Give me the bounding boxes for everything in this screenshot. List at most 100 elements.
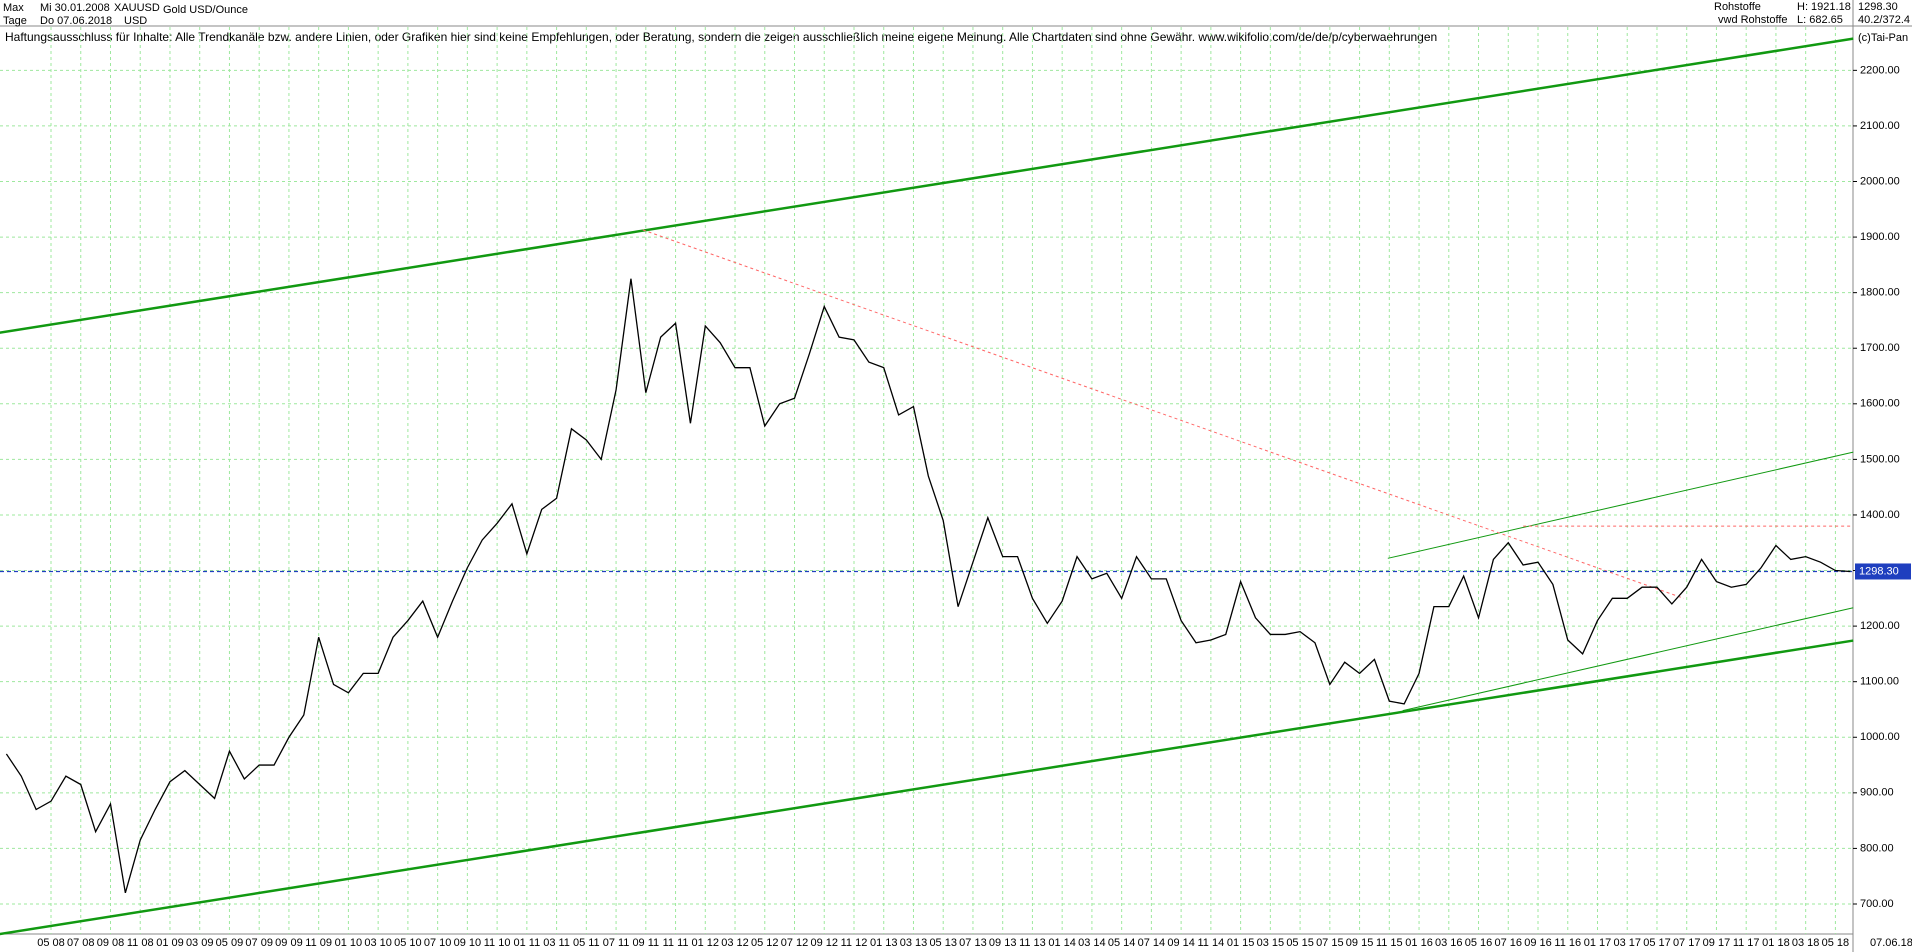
price-line xyxy=(5,278,1851,894)
x-end-label: 07.06.18 xyxy=(1870,937,1912,949)
x-tick-label: 07 12 xyxy=(781,937,809,949)
x-tick-label: 09 09 xyxy=(275,937,303,949)
x-tick-label: 01 12 xyxy=(692,937,720,949)
x-tick-label: 03 10 xyxy=(364,937,392,949)
y-tick-label: 700.00 xyxy=(1860,898,1894,910)
x-tick-label: 11 15 xyxy=(1376,937,1403,949)
x-tick-label: 07 17 xyxy=(1673,937,1701,949)
x-tick-label: 03 15 xyxy=(1257,937,1285,949)
x-tick-label: 05 09 xyxy=(216,937,244,949)
x-tick-label: 03 12 xyxy=(721,937,749,949)
x-tick-label: 05 11 xyxy=(573,937,600,949)
x-tick-label: 01 13 xyxy=(870,937,898,949)
y-tick-label: 1800.00 xyxy=(1860,287,1900,299)
y-tick-label: 1100.00 xyxy=(1860,676,1899,688)
x-tick-label: 03 16 xyxy=(1435,937,1463,949)
x-tick-label: 01 11 xyxy=(513,937,540,949)
x-tick-label: 09 11 xyxy=(632,937,659,949)
x-tick-label: 11 17 xyxy=(1733,937,1760,949)
x-tick-label: 05 15 xyxy=(1286,937,1314,949)
x-tick-label: 11 12 xyxy=(841,937,868,949)
x-tick-label: 09 16 xyxy=(1524,937,1552,949)
x-tick-label: 09 13 xyxy=(989,937,1017,949)
x-tick-label: 05 10 xyxy=(394,937,422,949)
x-tick-label: 07 10 xyxy=(424,937,452,949)
trendline xyxy=(642,229,1684,599)
x-tick-label: 03 11 xyxy=(543,937,570,949)
x-tick-label: 09 14 xyxy=(1167,937,1195,949)
trendline xyxy=(0,639,1854,936)
y-tick-label: 2200.00 xyxy=(1860,64,1900,76)
last-price-label: 1298.30 xyxy=(1859,565,1899,577)
x-tick-label: 07 08 xyxy=(67,937,95,949)
x-tick-label: 01 17 xyxy=(1584,937,1612,949)
x-tick-label: 11 16 xyxy=(1554,937,1581,949)
y-tick-label: 1500.00 xyxy=(1860,453,1900,465)
low: L: 682.65 xyxy=(1797,14,1843,26)
x-tick-label: 11 11 xyxy=(663,937,689,949)
disclaimer: Haftungsausschluss für Inhalte: Alle Tre… xyxy=(5,30,1437,44)
x-tick-label: 11 13 xyxy=(1019,937,1046,949)
copyright: (c)Tai-Pan xyxy=(1858,32,1908,44)
x-tick-label: 09 08 xyxy=(97,937,125,949)
ratio: 40.2/372.4 xyxy=(1858,14,1910,26)
trendline xyxy=(0,37,1854,334)
x-tick-label: 01 18 xyxy=(1762,937,1790,949)
x-tick-label: 01 15 xyxy=(1227,937,1255,949)
group: Rohstoffe xyxy=(1714,1,1761,13)
start-date: Mi 30.01.2008 xyxy=(40,2,110,14)
x-tick-label: 01 09 xyxy=(156,937,184,949)
y-tick-label: 1400.00 xyxy=(1860,509,1900,521)
last-price: 1298.30 xyxy=(1858,1,1898,13)
x-tick-label: 03 09 xyxy=(186,937,214,949)
x-tick-label: 03 14 xyxy=(1078,937,1106,949)
x-tick-label: 11 09 xyxy=(305,937,332,949)
symbol: XAUUSD xyxy=(114,2,160,14)
x-tick-label: 05 12 xyxy=(751,937,779,949)
trendline xyxy=(1387,451,1854,559)
x-tick-label: 09 17 xyxy=(1703,937,1731,949)
x-tick-label: 11 10 xyxy=(484,937,511,949)
y-tick-label: 1200.00 xyxy=(1860,620,1900,632)
x-tick-label: 03 17 xyxy=(1613,937,1641,949)
y-tick-label: 2100.00 xyxy=(1860,120,1900,132)
instrument-name: Gold USD/Ounce xyxy=(163,4,248,16)
end-date: Do 07.06.2018 xyxy=(40,15,112,27)
x-tick-label: 09 10 xyxy=(454,937,482,949)
range: Max xyxy=(3,2,24,14)
x-tick-label: 07 13 xyxy=(959,937,987,949)
x-tick-label: 05 16 xyxy=(1465,937,1493,949)
x-tick-label: 11 14 xyxy=(1198,937,1225,949)
y-tick-label: 1600.00 xyxy=(1860,398,1900,410)
y-tick-label: 2000.00 xyxy=(1860,175,1900,187)
x-tick-label: 05 18 xyxy=(1822,937,1850,949)
x-tick-label: 11 08 xyxy=(127,937,154,949)
y-tick-label: 1700.00 xyxy=(1860,342,1900,354)
x-tick-label: 07 09 xyxy=(245,937,273,949)
currency: USD xyxy=(124,15,147,27)
x-tick-label: 07 15 xyxy=(1316,937,1344,949)
trendline xyxy=(1402,607,1854,712)
x-tick-label: 07 11 xyxy=(603,937,630,949)
interval: Tage xyxy=(3,15,27,27)
y-tick-label: 800.00 xyxy=(1860,842,1894,854)
x-tick-label: 09 12 xyxy=(810,937,838,949)
x-tick-label: 09 15 xyxy=(1346,937,1374,949)
x-tick-label: 07 14 xyxy=(1138,937,1166,949)
x-tick-label: 01 16 xyxy=(1405,937,1433,949)
x-tick-label: 07 16 xyxy=(1495,937,1523,949)
source: vwd Rohstoffe xyxy=(1718,14,1788,26)
x-tick-label: 05 14 xyxy=(1108,937,1136,949)
last-price-box xyxy=(1855,563,1911,580)
y-tick-label: 900.00 xyxy=(1860,787,1894,799)
high: H: 1921.18 xyxy=(1797,1,1851,13)
x-tick-label: 03 18 xyxy=(1792,937,1820,949)
x-tick-label: 05 08 xyxy=(37,937,65,949)
y-tick-label: 1900.00 xyxy=(1860,231,1900,243)
x-tick-label: 05 17 xyxy=(1643,937,1671,949)
x-tick-label: 03 13 xyxy=(900,937,928,949)
x-tick-label: 05 13 xyxy=(929,937,957,949)
x-tick-label: 01 10 xyxy=(335,937,363,949)
